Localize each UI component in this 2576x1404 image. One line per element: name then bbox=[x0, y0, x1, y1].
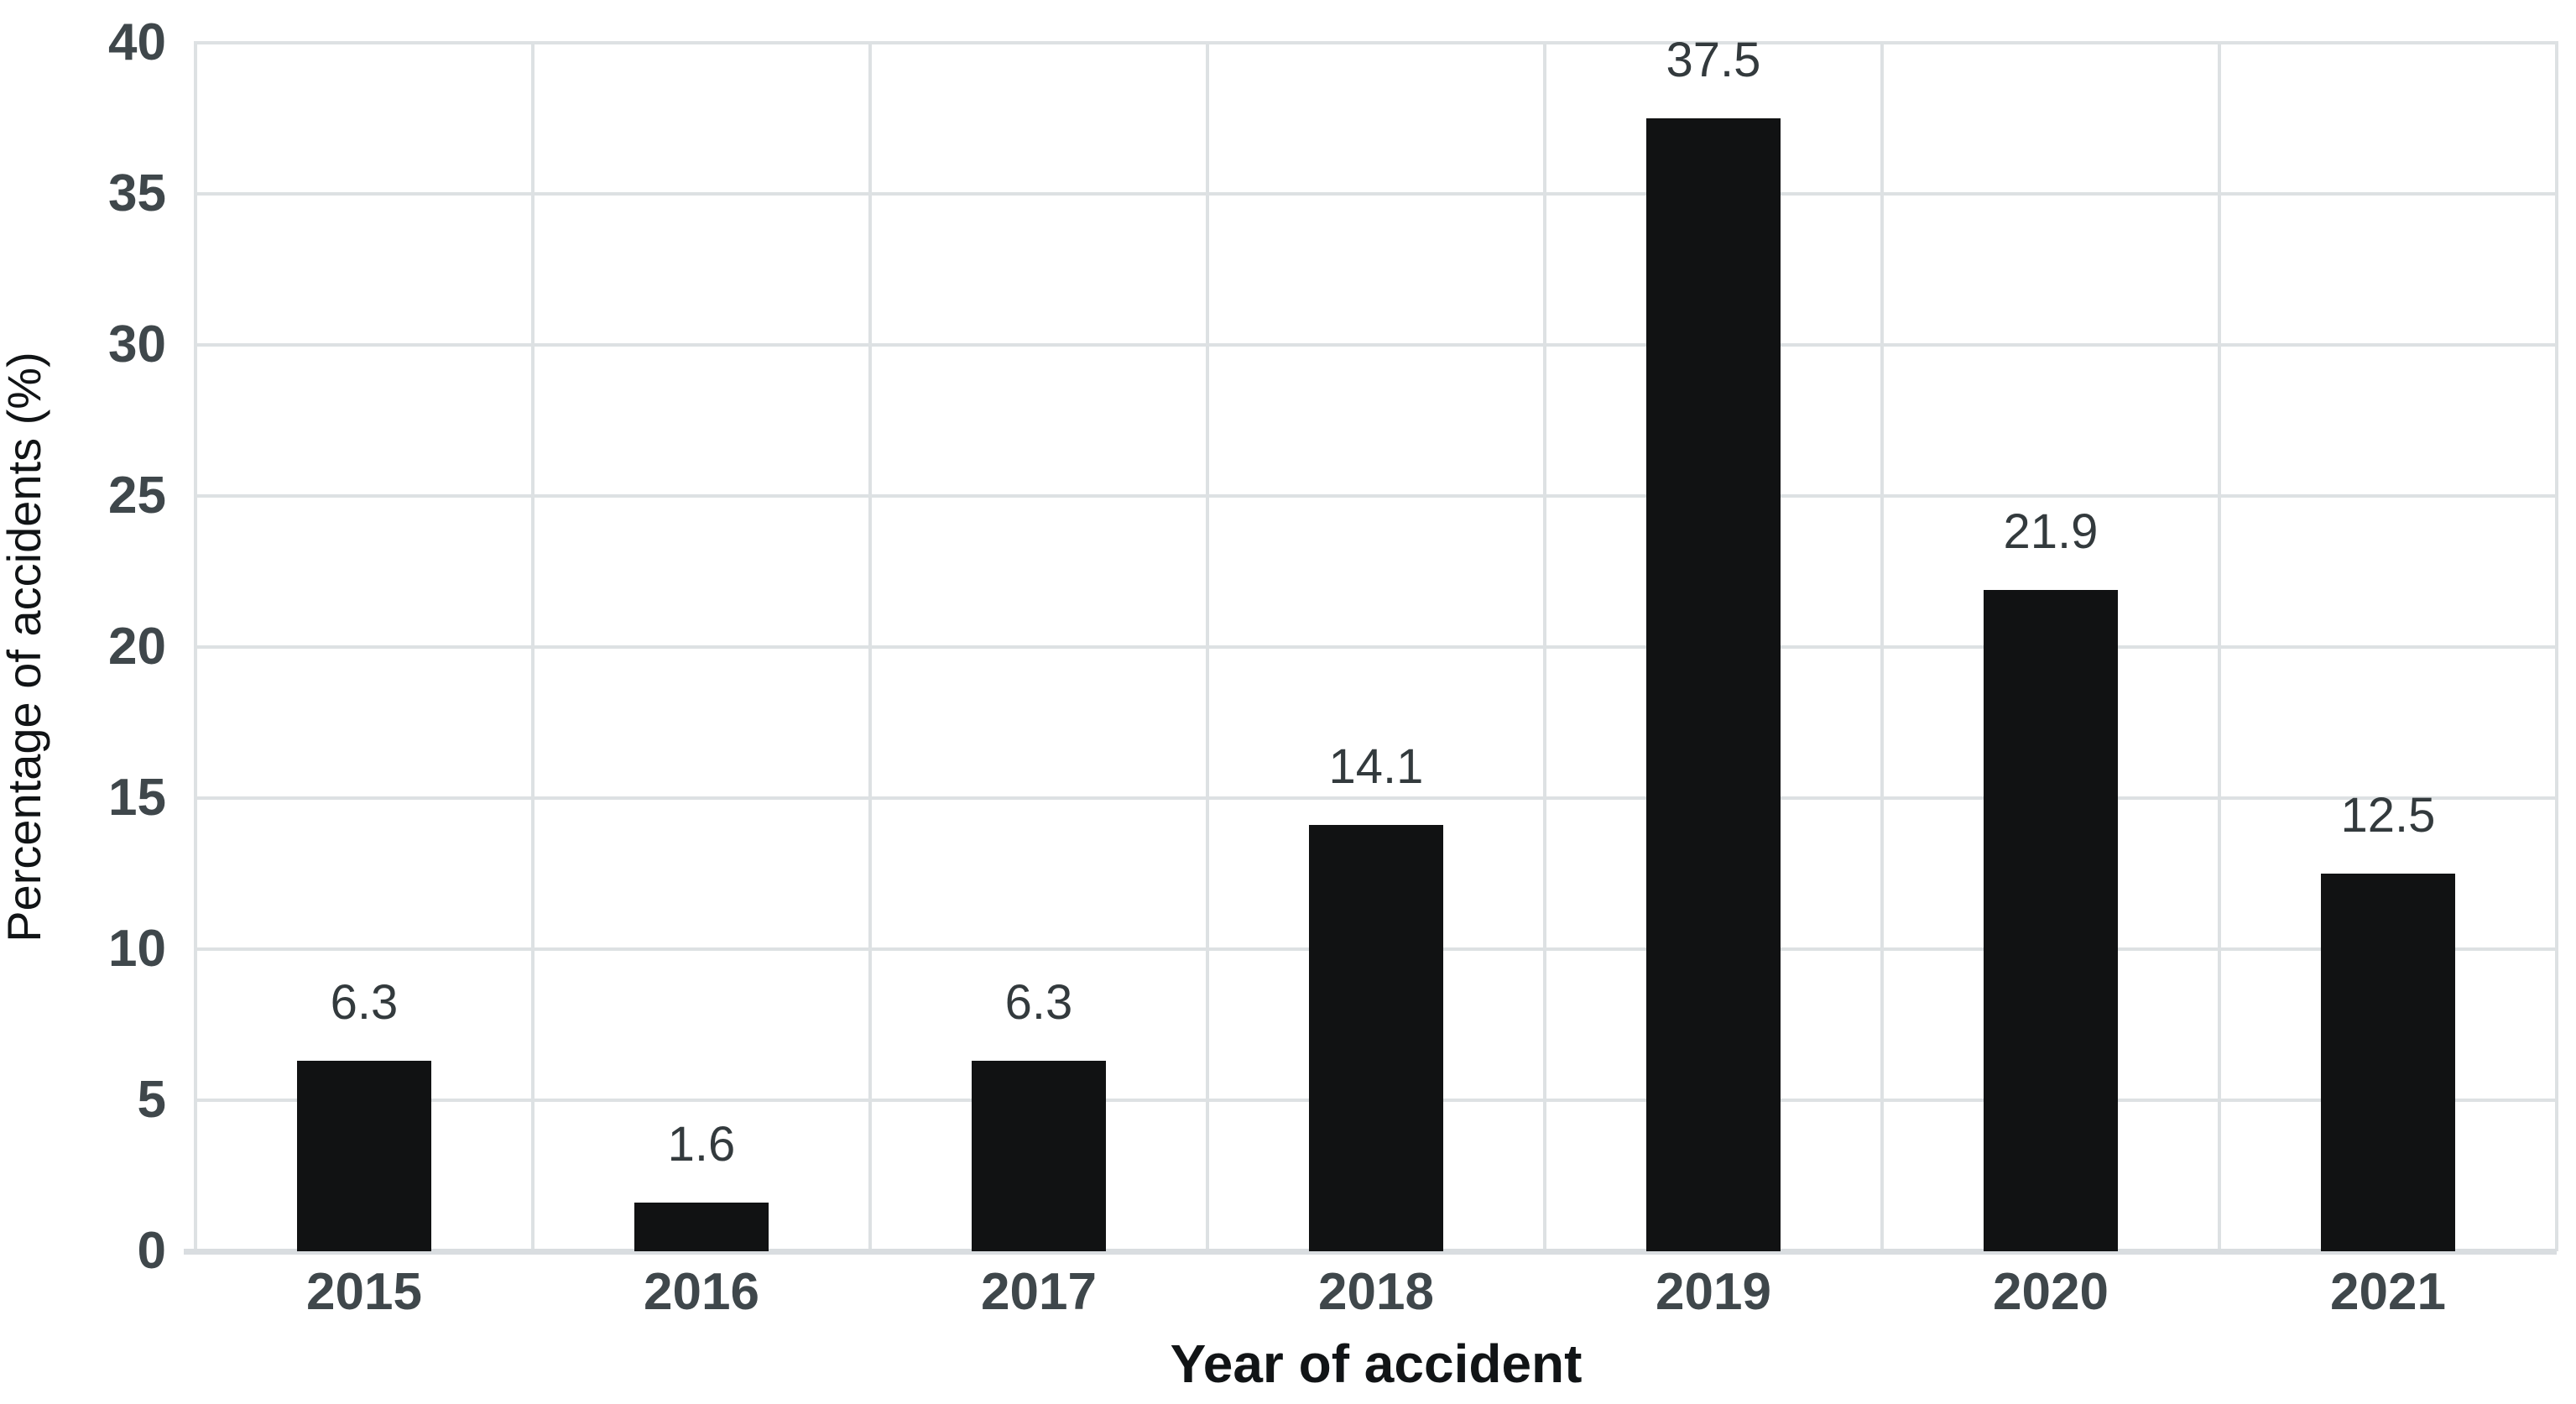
vertical-gridline bbox=[2218, 41, 2221, 1251]
data-label-2017: 6.3 bbox=[1004, 975, 1073, 1031]
bar-2021 bbox=[2321, 874, 2455, 1251]
horizontal-gridline bbox=[196, 192, 2557, 196]
vertical-gridline bbox=[531, 41, 534, 1251]
vertical-gridline bbox=[1543, 41, 1546, 1251]
vertical-gridline bbox=[1880, 41, 1884, 1251]
data-label-2018: 14.1 bbox=[1328, 739, 1424, 795]
bar-2015 bbox=[297, 1061, 431, 1251]
data-label-2020: 21.9 bbox=[2003, 504, 2099, 559]
bar-2017 bbox=[972, 1061, 1106, 1251]
vertical-gridline bbox=[1206, 41, 1209, 1251]
data-label-2016: 1.6 bbox=[667, 1117, 736, 1172]
bar-2019 bbox=[1646, 118, 1781, 1251]
y-tick-label: 40 bbox=[108, 13, 166, 71]
data-label-2015: 6.3 bbox=[330, 975, 399, 1031]
y-tick-label: 5 bbox=[137, 1071, 166, 1129]
vertical-gridline bbox=[2555, 41, 2558, 1251]
y-tick-label: 30 bbox=[108, 316, 166, 373]
y-tick-label: 20 bbox=[108, 618, 166, 676]
x-axis-line bbox=[184, 1249, 2557, 1255]
horizontal-gridline bbox=[196, 41, 2557, 44]
bar-2018 bbox=[1309, 825, 1443, 1251]
x-tick-label-2020: 2020 bbox=[1993, 1263, 2109, 1321]
data-label-2019: 37.5 bbox=[1666, 33, 1761, 87]
y-tick-label: 10 bbox=[108, 920, 166, 978]
horizontal-gridline bbox=[196, 796, 2557, 800]
x-tick-label-2015: 2015 bbox=[306, 1263, 422, 1321]
x-axis-title: Year of accident bbox=[1170, 1334, 1583, 1394]
bar-2016 bbox=[634, 1203, 769, 1251]
vertical-gridline bbox=[194, 41, 197, 1251]
data-label-2021: 12.5 bbox=[2340, 788, 2436, 843]
horizontal-gridline bbox=[196, 343, 2557, 347]
bar-2020 bbox=[1984, 589, 2118, 1251]
y-tick-label: 35 bbox=[108, 164, 166, 222]
x-tick-label-2016: 2016 bbox=[644, 1263, 759, 1321]
x-tick-label-2018: 2018 bbox=[1318, 1263, 1434, 1321]
y-tick-label: 15 bbox=[108, 769, 166, 827]
y-tick-label: 0 bbox=[137, 1222, 166, 1280]
horizontal-gridline bbox=[196, 645, 2557, 649]
x-tick-label-2017: 2017 bbox=[981, 1263, 1097, 1321]
x-tick-label-2019: 2019 bbox=[1656, 1263, 1771, 1321]
x-tick-label-2021: 2021 bbox=[2330, 1263, 2446, 1321]
horizontal-gridline bbox=[196, 494, 2557, 498]
y-tick-label: 25 bbox=[108, 467, 166, 525]
vertical-gridline bbox=[868, 41, 872, 1251]
